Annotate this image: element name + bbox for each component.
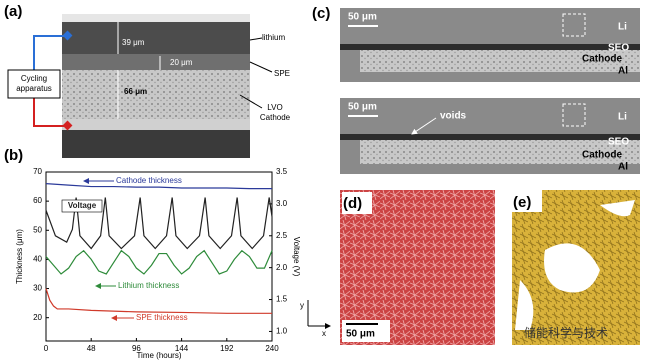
y2-tick-label: 2.0 [276, 263, 288, 272]
series-label: Lithium thickness [118, 281, 179, 290]
layer [62, 22, 250, 54]
layer [62, 70, 250, 119]
series-label: Cathode thickness [116, 176, 182, 185]
x-tick-label: 96 [132, 344, 141, 353]
x-tick-label: 144 [175, 344, 189, 353]
y2-tick-label: 3.5 [276, 167, 288, 176]
y-tick-label: 20 [33, 313, 42, 322]
void [515, 200, 635, 330]
series-label: Voltage [68, 201, 97, 210]
scale-label: 50 μm [348, 102, 377, 113]
label: voids [440, 111, 467, 122]
x-tick-label: 240 [265, 344, 279, 353]
wire [33, 35, 66, 70]
watermark: 储能科学与技术 [524, 325, 608, 340]
layer [62, 14, 250, 22]
series-label: SPE thickness [136, 313, 188, 322]
arrow [411, 117, 437, 135]
layer [62, 119, 250, 130]
y2-tick-label: 1.0 [276, 327, 288, 336]
label-bg [512, 190, 542, 212]
apparatus-label: Cycling apparatus [16, 74, 52, 93]
panel-label: (c) [312, 5, 330, 22]
roi [562, 103, 586, 127]
y2-tick-label: 2.5 [276, 231, 288, 240]
label: Li [618, 112, 627, 123]
series-line [45, 249, 273, 275]
panel-label: (a) [4, 3, 22, 20]
series-line [45, 288, 272, 314]
x-tick-label: 48 [87, 344, 96, 353]
label-box [61, 199, 103, 213]
layer [360, 50, 640, 72]
x-tick-label: 0 [44, 344, 49, 353]
x-tick-label: 192 [220, 344, 234, 353]
layer [360, 140, 640, 164]
label: 39 μm [122, 38, 145, 47]
label: Li [618, 22, 627, 33]
y-axis-label: Thickness (μm) [15, 229, 24, 284]
label: SEO [608, 137, 629, 148]
y-tick-label: 40 [33, 255, 42, 264]
label: 20 μm [170, 58, 193, 67]
panel-label: (d) [343, 195, 362, 212]
label-bg [342, 320, 390, 342]
y2-axis-label: Voltage (V) [292, 237, 301, 277]
scale-label: 50 μm [348, 12, 377, 23]
measure [117, 22, 161, 119]
apparatus-box [7, 69, 61, 99]
y-tick-label: 50 [33, 225, 42, 234]
label-bg [342, 192, 372, 214]
series-line [45, 183, 272, 190]
render [340, 190, 495, 345]
cathode-label: LVO Cathode [259, 103, 291, 122]
chart: 20 30 40 50 60 70 1.0 1.5 2.0 2.5 3.0 3.5 0 48 96 144 19… [15, 167, 301, 360]
label: Al [618, 66, 628, 77]
axis-icon-label: y [300, 301, 304, 310]
label: 66 μm [124, 87, 147, 96]
y-tick-label: 60 [33, 196, 42, 205]
roi [562, 13, 586, 37]
wire [33, 98, 66, 127]
series-line [45, 197, 273, 250]
y2-tick-label: 1.5 [276, 295, 288, 304]
panel-label: (e) [513, 194, 531, 211]
leader [239, 37, 273, 109]
label: lithium [262, 33, 285, 42]
y-tick-label: 30 [33, 284, 42, 293]
layer [340, 134, 640, 140]
scale-label: 50 μm [346, 329, 375, 340]
label: SEO [608, 43, 629, 54]
axis-icon-label: x [322, 329, 326, 338]
y-tick-label: 70 [33, 167, 42, 176]
x-axis-label: Time (hours) [136, 351, 181, 360]
axes-icon [307, 300, 330, 326]
panel-label: (b) [4, 147, 23, 164]
label: Cathode [582, 150, 622, 161]
layer [62, 54, 250, 70]
label: Al [618, 162, 628, 173]
layer [340, 44, 640, 50]
y2-tick-label: 3.0 [276, 199, 288, 208]
label: Cathode [582, 54, 622, 65]
label: SPE [274, 69, 290, 78]
